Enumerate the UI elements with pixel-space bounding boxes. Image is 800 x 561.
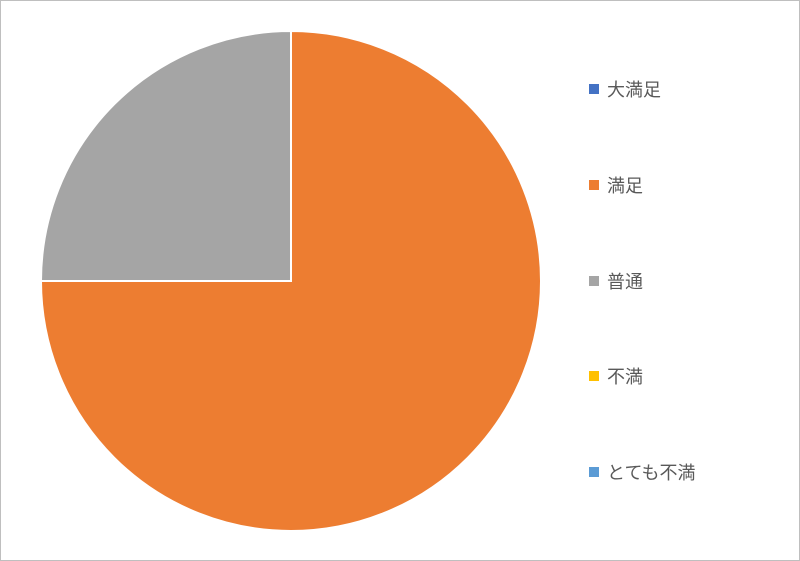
- pie-slice: [41, 31, 291, 281]
- legend-item: 不満: [589, 363, 769, 389]
- legend-item: 普通: [589, 268, 769, 294]
- legend-label: 満足: [607, 172, 643, 198]
- legend-swatch: [589, 84, 599, 94]
- legend-swatch: [589, 276, 599, 286]
- legend-swatch: [589, 467, 599, 477]
- legend-item: とても不満: [589, 459, 769, 485]
- chart-container: 大満足満足普通不満とても不満: [0, 0, 800, 561]
- legend-swatch: [589, 371, 599, 381]
- legend-label: とても不満: [607, 459, 696, 485]
- legend-label: 普通: [607, 268, 643, 294]
- legend-swatch: [589, 180, 599, 190]
- legend-item: 満足: [589, 172, 769, 198]
- legend: 大満足満足普通不満とても不満: [589, 76, 769, 485]
- legend-label: 不満: [607, 363, 643, 389]
- pie-chart: [1, 1, 561, 561]
- legend-item: 大満足: [589, 76, 769, 102]
- legend-label: 大満足: [607, 76, 661, 102]
